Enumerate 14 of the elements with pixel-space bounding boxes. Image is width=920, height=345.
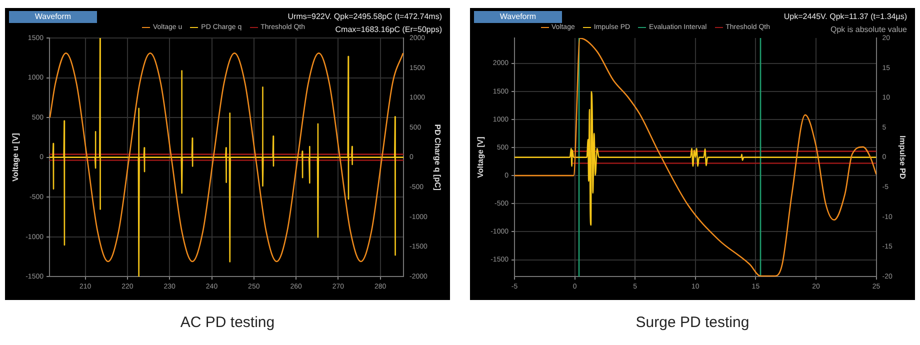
line-series	[514, 38, 876, 277]
text: Surge PD testing	[634, 314, 750, 331]
line-series	[514, 91, 876, 226]
y-axis-title: Voltage [V]	[476, 136, 486, 178]
text: Qpk is absolute value	[830, 25, 907, 34]
text: Waveform	[9, 11, 97, 23]
text: Waveform	[474, 11, 562, 23]
text: AC PD testing	[179, 314, 276, 331]
y2-axis-title: PD Charge q [pC]	[432, 124, 442, 191]
text: Urms=922V. Qpk=2495.58pC (t=472.74ms)	[288, 12, 442, 21]
y-axis-title: Voltage u [V]	[11, 132, 20, 182]
text: Upk=2445V. Qpk=11.37 (t=1.34µs)	[784, 12, 907, 21]
y2-axis-title: Impulse PD	[898, 136, 907, 180]
text: Cmax=1683.16pC (Er=50pps)	[335, 25, 442, 34]
